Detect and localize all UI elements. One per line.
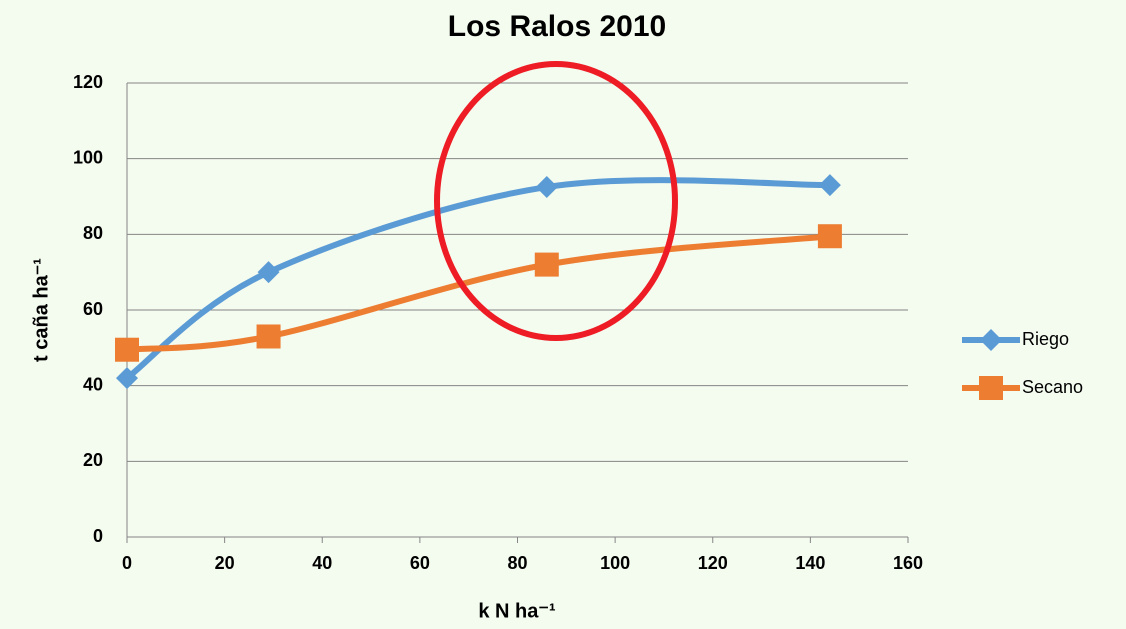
y-tick-label: 60: [83, 299, 103, 319]
y-tick-label: 80: [83, 223, 103, 243]
series-line: [126, 233, 831, 353]
x-tick-label: 100: [600, 553, 630, 573]
data-point: [257, 261, 280, 284]
data-point: [817, 224, 842, 249]
data-point: [818, 174, 841, 197]
data-point: [535, 176, 558, 199]
legend-label: Secano: [1022, 377, 1083, 397]
x-tick-label: 40: [312, 553, 332, 573]
highlight-ellipse: [434, 61, 678, 341]
y-tick-label: 100: [73, 147, 103, 167]
y-axis-label: t caña ha⁻¹: [30, 258, 52, 362]
x-axis-label: k N ha⁻¹: [478, 600, 556, 622]
data-point: [116, 367, 138, 390]
x-tick-label: 60: [410, 553, 430, 573]
legend-marker: [979, 376, 1003, 400]
y-tick-label: 120: [73, 72, 103, 92]
x-tick-label: 140: [795, 553, 825, 573]
x-tick-label: 20: [215, 553, 235, 573]
series-line: [125, 177, 830, 381]
data-point: [115, 337, 139, 362]
data-point: [256, 324, 281, 349]
legend-marker: [980, 329, 1002, 351]
x-tick-label: 160: [893, 553, 923, 573]
x-tick-label: 0: [122, 553, 132, 573]
y-tick-label: 20: [83, 450, 103, 470]
x-tick-label: 120: [698, 553, 728, 573]
legend-label: Riego: [1022, 329, 1069, 349]
y-tick-label: 40: [83, 374, 103, 394]
y-tick-label: 0: [93, 526, 103, 546]
x-tick-label: 80: [507, 553, 527, 573]
chart-title: Los Ralos 2010: [448, 10, 666, 43]
data-point: [534, 252, 559, 277]
